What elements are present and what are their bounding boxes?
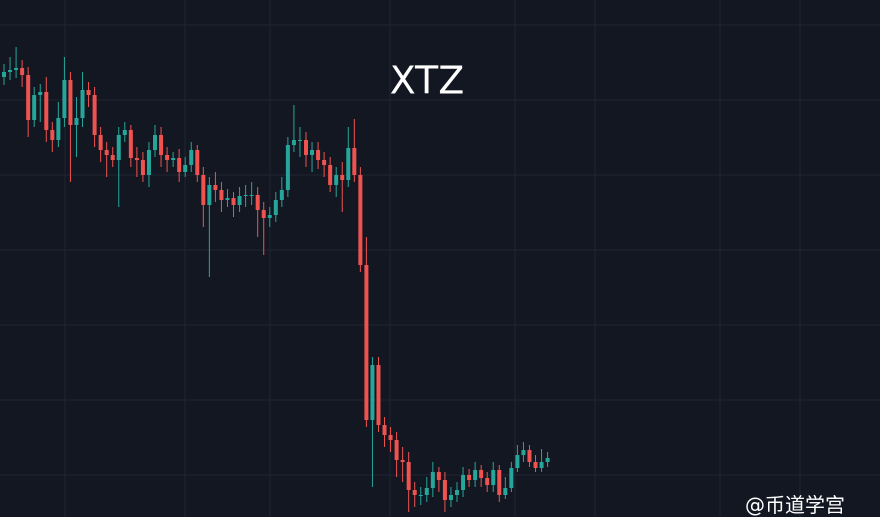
candle-body [116, 135, 121, 160]
watermark: @币道学宫 [745, 493, 845, 517]
candle-body [183, 165, 188, 172]
candle-body [44, 92, 49, 130]
candle-body [146, 150, 151, 175]
candle-body [418, 495, 423, 496]
candle-body [467, 475, 472, 480]
candle-body [261, 210, 266, 218]
candle-body [400, 460, 405, 462]
candle-body [485, 478, 490, 485]
candle-body [310, 150, 315, 155]
candle-body [249, 195, 254, 196]
candle-body [110, 155, 115, 160]
candle-body [291, 140, 296, 145]
candle-body [255, 195, 260, 210]
candle-body [370, 365, 375, 420]
candle-body [50, 130, 55, 140]
candle-body [74, 118, 79, 125]
candle-body [382, 425, 387, 435]
candle-body [134, 158, 139, 160]
candle-body [316, 150, 321, 160]
candle-body [177, 158, 182, 172]
candle-body [207, 185, 212, 205]
candle-body [346, 148, 351, 180]
candle-body [32, 95, 37, 120]
candle-body [521, 450, 526, 455]
candle-body [267, 215, 272, 218]
candle-body [442, 480, 447, 500]
candle-body [2, 72, 6, 77]
candle-body [153, 135, 157, 150]
candle-body [285, 145, 290, 190]
candle-body [56, 118, 61, 140]
candle-body [533, 462, 538, 468]
candle-body [104, 150, 109, 155]
candle-body [243, 195, 248, 196]
candle-body [503, 488, 508, 495]
candle-body [98, 135, 103, 150]
candle-body [122, 130, 127, 135]
candle-body [159, 135, 164, 155]
candle-body [68, 80, 73, 125]
candle-body [461, 475, 466, 490]
candle-body [436, 472, 441, 480]
candle-body [376, 365, 381, 425]
candle-body [219, 190, 224, 200]
candle-body [171, 158, 176, 160]
candle-body [201, 175, 206, 205]
candle-body [38, 92, 43, 95]
candle-body [340, 175, 345, 180]
candle-body [140, 160, 145, 175]
candle-body [539, 462, 544, 468]
candle-body [527, 450, 532, 462]
candle-body [455, 490, 459, 495]
candles [2, 47, 550, 512]
candle-body [225, 198, 230, 200]
candle-body [26, 75, 31, 120]
candle-body [473, 470, 478, 480]
candle-body [8, 70, 13, 72]
candle-body [322, 160, 327, 165]
candle-body [80, 90, 85, 118]
candle-body [86, 90, 91, 95]
candle-body [430, 472, 435, 488]
candle-body [297, 140, 302, 141]
candle-body [279, 190, 284, 200]
candle-body [515, 455, 520, 468]
candle-body [334, 175, 339, 185]
candle-body [358, 175, 363, 265]
candle-body [14, 68, 19, 70]
candle-body [364, 265, 369, 420]
candle-body [237, 196, 242, 205]
candle-body [231, 198, 236, 205]
candle-body [195, 150, 200, 175]
candle-body [509, 468, 514, 488]
candle-body [352, 148, 357, 175]
candle-body [497, 470, 502, 495]
candle-body [491, 470, 496, 485]
candle-body [448, 495, 453, 500]
candle-body [213, 185, 218, 190]
candle-body [92, 95, 97, 135]
candle-body [20, 68, 25, 75]
candle-body [412, 490, 417, 495]
candle-body [394, 440, 399, 460]
candle-body [479, 470, 484, 478]
candle-body [406, 462, 411, 490]
candle-body [304, 140, 308, 155]
candle-body [128, 130, 133, 158]
candle-body [545, 458, 550, 462]
candle-body [424, 488, 429, 495]
candle-body [273, 200, 278, 215]
candle-body [62, 80, 67, 118]
candle-body [189, 150, 194, 165]
chart-title: XTZ [390, 59, 465, 103]
candle-body [328, 165, 333, 185]
candle-body [165, 155, 170, 160]
candle-body [388, 435, 393, 440]
